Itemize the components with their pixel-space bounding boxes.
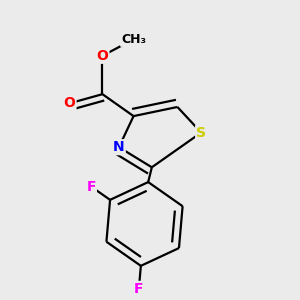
Text: F: F [86,180,96,194]
Text: O: O [64,96,76,110]
Text: S: S [196,126,206,140]
Text: CH₃: CH₃ [121,33,146,46]
Text: F: F [134,282,144,296]
Text: N: N [113,140,125,154]
Text: O: O [97,49,108,63]
